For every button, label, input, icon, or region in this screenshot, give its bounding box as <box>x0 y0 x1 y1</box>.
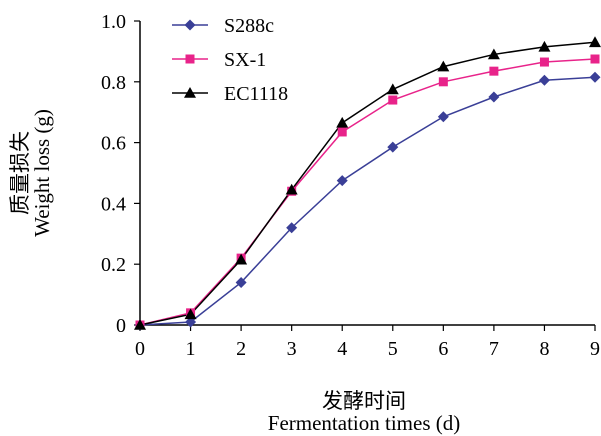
x-tick-label: 5 <box>388 338 398 360</box>
data-point-s288c <box>336 175 348 187</box>
data-point-ec1118 <box>336 116 349 128</box>
data-point-s288c <box>437 111 449 123</box>
axes <box>139 21 595 326</box>
x-tick-label: 4 <box>337 338 347 360</box>
series-line-sx-1 <box>139 58 596 326</box>
x-tick-label: 0 <box>135 338 145 360</box>
data-point-s288c <box>185 316 197 328</box>
x-tick-label: 1 <box>186 338 196 360</box>
ticks: 0 1 2 3 4 5 6 7 8 9 0 0.2 0.4 0.6 0.8 1.0 <box>101 11 600 360</box>
legend-marker-s288c <box>184 19 196 31</box>
legend-label-s288c: S288c <box>224 15 274 37</box>
data-point-ec1118 <box>134 319 146 330</box>
data-point-sx-1 <box>388 95 398 105</box>
data-point-ec1118 <box>386 83 399 95</box>
x-tick-label: 7 <box>489 338 499 360</box>
y-tick-label: 0.2 <box>101 254 126 276</box>
data-point-s288c <box>286 222 298 234</box>
y-axis-label-en: Weight loss (g) <box>30 109 54 237</box>
y-tick-label: 0.4 <box>101 193 126 215</box>
data-point-ec1118 <box>538 40 551 52</box>
legend: S288c SX-1 EC1118 <box>172 15 288 105</box>
data-point-s288c <box>589 71 601 83</box>
y-tick-label: 0.6 <box>101 133 126 155</box>
data-point-s288c <box>235 276 247 288</box>
data-point-ec1118 <box>285 183 298 195</box>
data-point-sx-1 <box>438 77 448 87</box>
data-point-ec1118 <box>487 48 500 60</box>
series-line-ec1118 <box>139 41 596 326</box>
x-axis-label-en: Fermentation times (d) <box>268 411 460 435</box>
data-point-ec1118 <box>184 308 197 320</box>
x-tick-label: 8 <box>539 338 549 360</box>
data-point-s288c <box>387 141 399 153</box>
legend-label-sx-1: SX-1 <box>224 49 266 71</box>
x-axis-label-cn: 发酵时间 <box>322 389 406 413</box>
data-point-ec1118 <box>589 36 601 48</box>
data-point-sx-1 <box>489 66 499 76</box>
y-tick-label: 0.8 <box>101 72 126 94</box>
legend-label-ec1118: EC1118 <box>224 83 288 105</box>
legend-marker-ec1118 <box>184 87 196 98</box>
series-lines <box>139 41 596 326</box>
data-point-sx-1 <box>337 127 347 137</box>
legend-marker-sx-1 <box>185 54 195 64</box>
data-point-ec1118 <box>437 60 450 72</box>
data-point-sx-1 <box>590 54 600 64</box>
series-line-s288c <box>139 76 596 326</box>
x-tick-label: 2 <box>236 338 246 360</box>
data-point-sx-1 <box>539 57 549 67</box>
x-tick-label: 6 <box>438 338 448 360</box>
data-point-s288c <box>538 74 550 86</box>
x-tick-label: 3 <box>287 338 297 360</box>
x-tick-label: 9 <box>590 338 600 360</box>
y-tick-label: 1.0 <box>101 11 126 33</box>
y-axis-label-cn: 质量损失 <box>8 131 32 215</box>
series-markers <box>134 36 601 331</box>
data-point-s288c <box>488 91 500 103</box>
data-point-ec1118 <box>235 253 248 265</box>
y-tick-label: 0 <box>116 315 126 337</box>
